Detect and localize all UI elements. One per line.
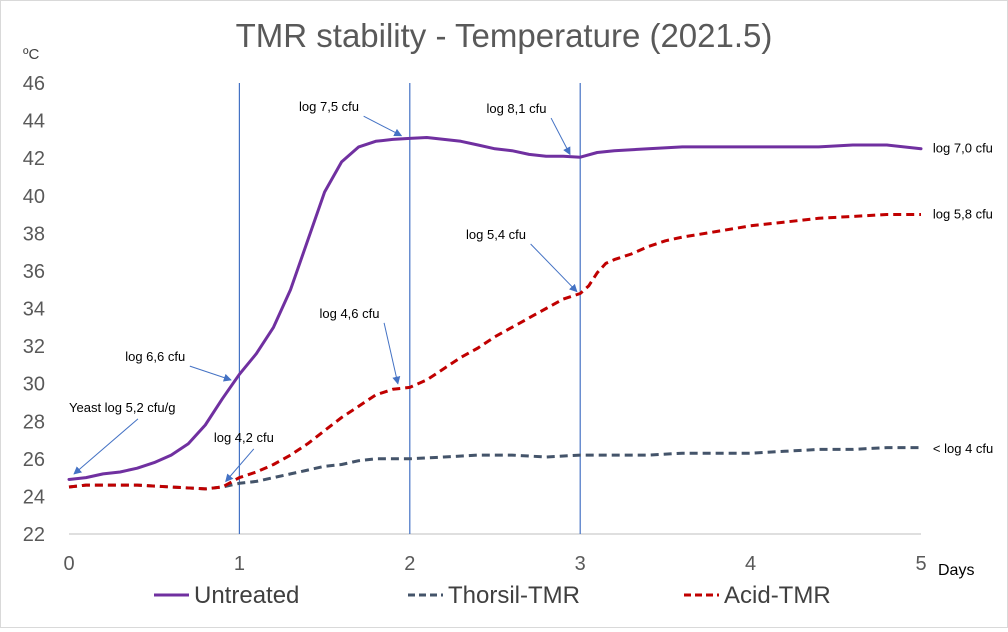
annotations: Yeast log 5,2 cfu/g log 4,2 cfu log 6,6 cf… [69, 99, 993, 483]
series-line-thorsil-tmr [68, 446, 921, 491]
legend: Untreated Thorsil-TMR Acid-TMR [154, 582, 831, 609]
y-tick-label: 30 [23, 374, 45, 396]
annotation-arrow [73, 418, 139, 475]
annotation-arrow [225, 448, 255, 483]
x-tick-label: 4 [745, 553, 756, 575]
series-line-acid-tmr [68, 213, 921, 491]
x-axis-label: Days [938, 562, 974, 579]
y-tick-label: 42 [23, 148, 45, 170]
y-axis-label: ºC [23, 46, 39, 63]
y-tick-label: 22 [23, 524, 45, 546]
day-marker-lines [238, 83, 581, 534]
x-tick-label: 3 [575, 553, 586, 575]
annotation-arrow [189, 365, 232, 382]
legend-label-untreated: Untreated [194, 582, 299, 609]
annotation-label: < log 4 cfu [933, 441, 993, 456]
x-tick-label: 1 [234, 553, 245, 575]
annotation-arrow [363, 115, 403, 137]
legend-label-thorsil: Thorsil-TMR [448, 582, 580, 609]
y-tick-label: 46 [23, 73, 45, 95]
y-tick-label: 36 [23, 261, 45, 283]
y-tick-label: 28 [23, 411, 45, 433]
annotation-label: log 7,5 cfu [299, 99, 359, 114]
annotation-label: log 5,4 cfu [466, 227, 526, 242]
x-tick-label: 0 [63, 553, 74, 575]
annotation-label: Yeast log 5,2 cfu/g [69, 400, 176, 415]
annotation-label: log 4,6 cfu [319, 306, 379, 321]
series-lines [67, 136, 923, 491]
annotation-label: log 5,8 cfu [933, 206, 993, 221]
y-tick-label: 38 [23, 223, 45, 245]
annotation-label: log 8,1 cfu [486, 101, 546, 116]
x-tick-label: 2 [404, 553, 415, 575]
x-tick-label: 5 [915, 553, 926, 575]
annotation-arrow [530, 243, 578, 293]
chart-title: TMR stability - Temperature (2021.5) [236, 17, 773, 54]
annotation-label: log 7,0 cfu [933, 141, 993, 156]
y-tick-label: 40 [23, 186, 45, 208]
y-tick-label: 44 [23, 111, 45, 133]
annotation-label: log 6,6 cfu [125, 349, 185, 364]
annotation-label: log 4,2 cfu [214, 430, 274, 445]
series-line-untreated [67, 136, 923, 481]
y-tick-label: 26 [23, 449, 45, 471]
annotation-arrow [550, 117, 571, 156]
annotation-arrow [383, 322, 401, 385]
y-tick-label: 24 [23, 486, 45, 508]
y-tick-label: 34 [23, 299, 45, 321]
legend-label-acid: Acid-TMR [724, 582, 831, 609]
y-tick-label: 32 [23, 336, 45, 358]
